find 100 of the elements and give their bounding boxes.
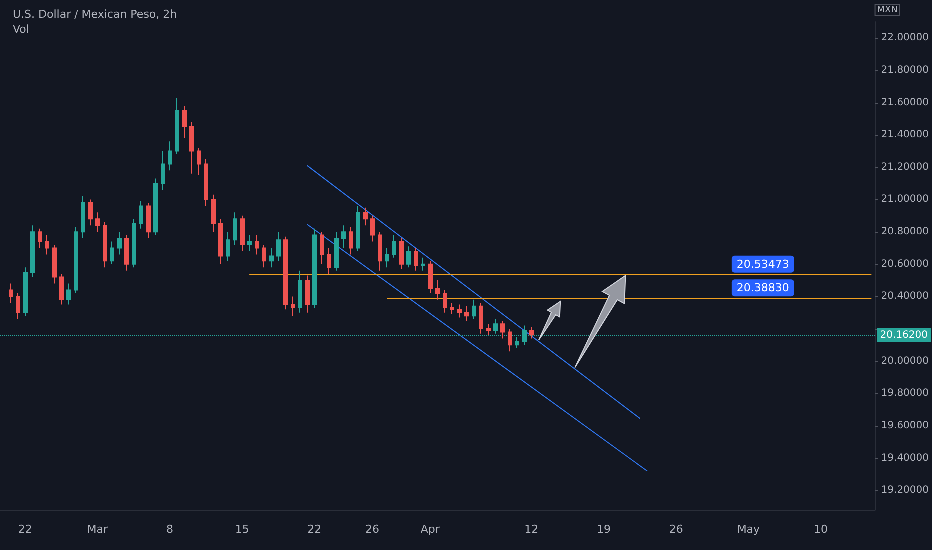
y-tick-label: 21.00000	[881, 194, 930, 206]
candlestick	[392, 234, 396, 258]
x-tick-label: 19	[597, 523, 612, 536]
data-label: 20.53473	[736, 258, 790, 271]
candlestick	[38, 228, 42, 249]
candlestick	[349, 226, 353, 256]
y-tick-label: 20.40000	[881, 291, 930, 302]
y-tick-label: 20.80000	[881, 226, 930, 238]
candlestick	[378, 232, 382, 272]
candlestick	[146, 202, 151, 240]
ref-line-label: 20.16200	[880, 330, 928, 341]
candlestick	[132, 218, 136, 268]
y-tick-label: 21.60000	[881, 97, 930, 108]
candlestick	[255, 234, 259, 256]
candlestick	[182, 106, 187, 139]
candlestick	[312, 228, 317, 309]
candlestick	[262, 244, 266, 268]
candlestick	[450, 302, 454, 315]
candlestick	[406, 246, 411, 268]
candlestick	[334, 232, 339, 272]
candlestick	[103, 222, 107, 268]
y-tick-label: 21.20000	[881, 162, 930, 173]
candlestick	[110, 241, 114, 265]
candlestick	[226, 232, 230, 262]
candlestick	[363, 207, 368, 226]
candlestick	[218, 218, 223, 265]
x-tick-label: 10	[814, 523, 828, 536]
candlestick	[66, 283, 71, 306]
x-tick-label: May	[737, 523, 761, 536]
candlestick	[168, 141, 172, 172]
candlestick	[399, 238, 404, 270]
candlestick	[320, 232, 324, 265]
x-tick-label: 12	[524, 523, 539, 536]
y-tick-label: 19.60000	[881, 420, 930, 432]
candlestick	[233, 212, 237, 246]
candlestick	[124, 234, 129, 272]
candlestick	[161, 150, 165, 191]
candlestick	[30, 225, 35, 278]
y-tick-label: 19.20000	[881, 485, 930, 496]
candlestick	[457, 304, 462, 318]
candlestick	[59, 274, 64, 306]
candlestick	[139, 200, 143, 230]
candlestick	[175, 97, 179, 156]
y-tick-label: 21.80000	[881, 64, 930, 76]
candlestick	[479, 302, 483, 334]
x-tick-label: 8	[166, 523, 174, 536]
x-tick-label: 22	[308, 523, 322, 536]
chart-title: U.S. Dollar / Mexican Peso, 2h	[13, 8, 178, 21]
candlestick	[428, 260, 433, 294]
candlestick	[435, 280, 440, 300]
x-tick-label: Apr	[420, 523, 440, 536]
x-tick-label: 15	[235, 523, 250, 536]
candlestick	[443, 290, 447, 314]
candlestick	[16, 292, 20, 320]
x-tick-label: 22	[18, 523, 32, 536]
candlestick	[500, 320, 505, 340]
candlestick	[464, 306, 469, 322]
candlestick	[341, 225, 346, 249]
candlestick	[276, 232, 281, 262]
candlestick	[211, 194, 216, 233]
candlestick	[269, 248, 274, 268]
candlestick	[298, 270, 302, 314]
candlestick	[52, 244, 57, 284]
candlestick	[153, 178, 158, 236]
candlestick	[240, 215, 245, 252]
candlestick	[23, 267, 28, 317]
candlestick	[385, 248, 389, 268]
candlestick	[508, 328, 512, 352]
candlestick	[189, 122, 194, 174]
y-axis-title: MXN	[877, 6, 898, 16]
candlestick	[117, 232, 122, 256]
y-tick-label: 20.00000	[881, 356, 930, 367]
y-tick-label: 20.60000	[881, 258, 930, 270]
candlestick	[327, 248, 331, 275]
candlestick	[291, 296, 295, 317]
candlestick	[88, 199, 93, 226]
candlestick	[529, 326, 534, 340]
y-tick-label: 21.40000	[881, 130, 930, 141]
candlestick	[370, 215, 375, 242]
y-tick-label: 22.00000	[881, 32, 930, 44]
candlestick	[9, 283, 13, 304]
candlestick	[356, 206, 360, 252]
candlestick	[493, 318, 498, 334]
candlestick	[305, 275, 310, 314]
candlestick	[472, 299, 476, 320]
y-tick-label: 19.80000	[881, 388, 930, 400]
x-tick-label: 26	[366, 523, 380, 536]
candlestick	[414, 248, 418, 272]
candlestick	[45, 234, 49, 256]
data-label: 20.38830	[736, 282, 790, 295]
candlestick	[74, 226, 78, 294]
candlestick	[204, 158, 208, 207]
candlestick	[421, 257, 425, 272]
y-tick-label: 19.40000	[881, 452, 930, 464]
candlestick	[486, 324, 491, 336]
x-tick-label: Mar	[87, 523, 109, 536]
candlestick	[247, 234, 252, 252]
candlestick	[197, 148, 201, 176]
x-tick-label: 26	[669, 523, 684, 536]
candlestick	[81, 196, 85, 240]
